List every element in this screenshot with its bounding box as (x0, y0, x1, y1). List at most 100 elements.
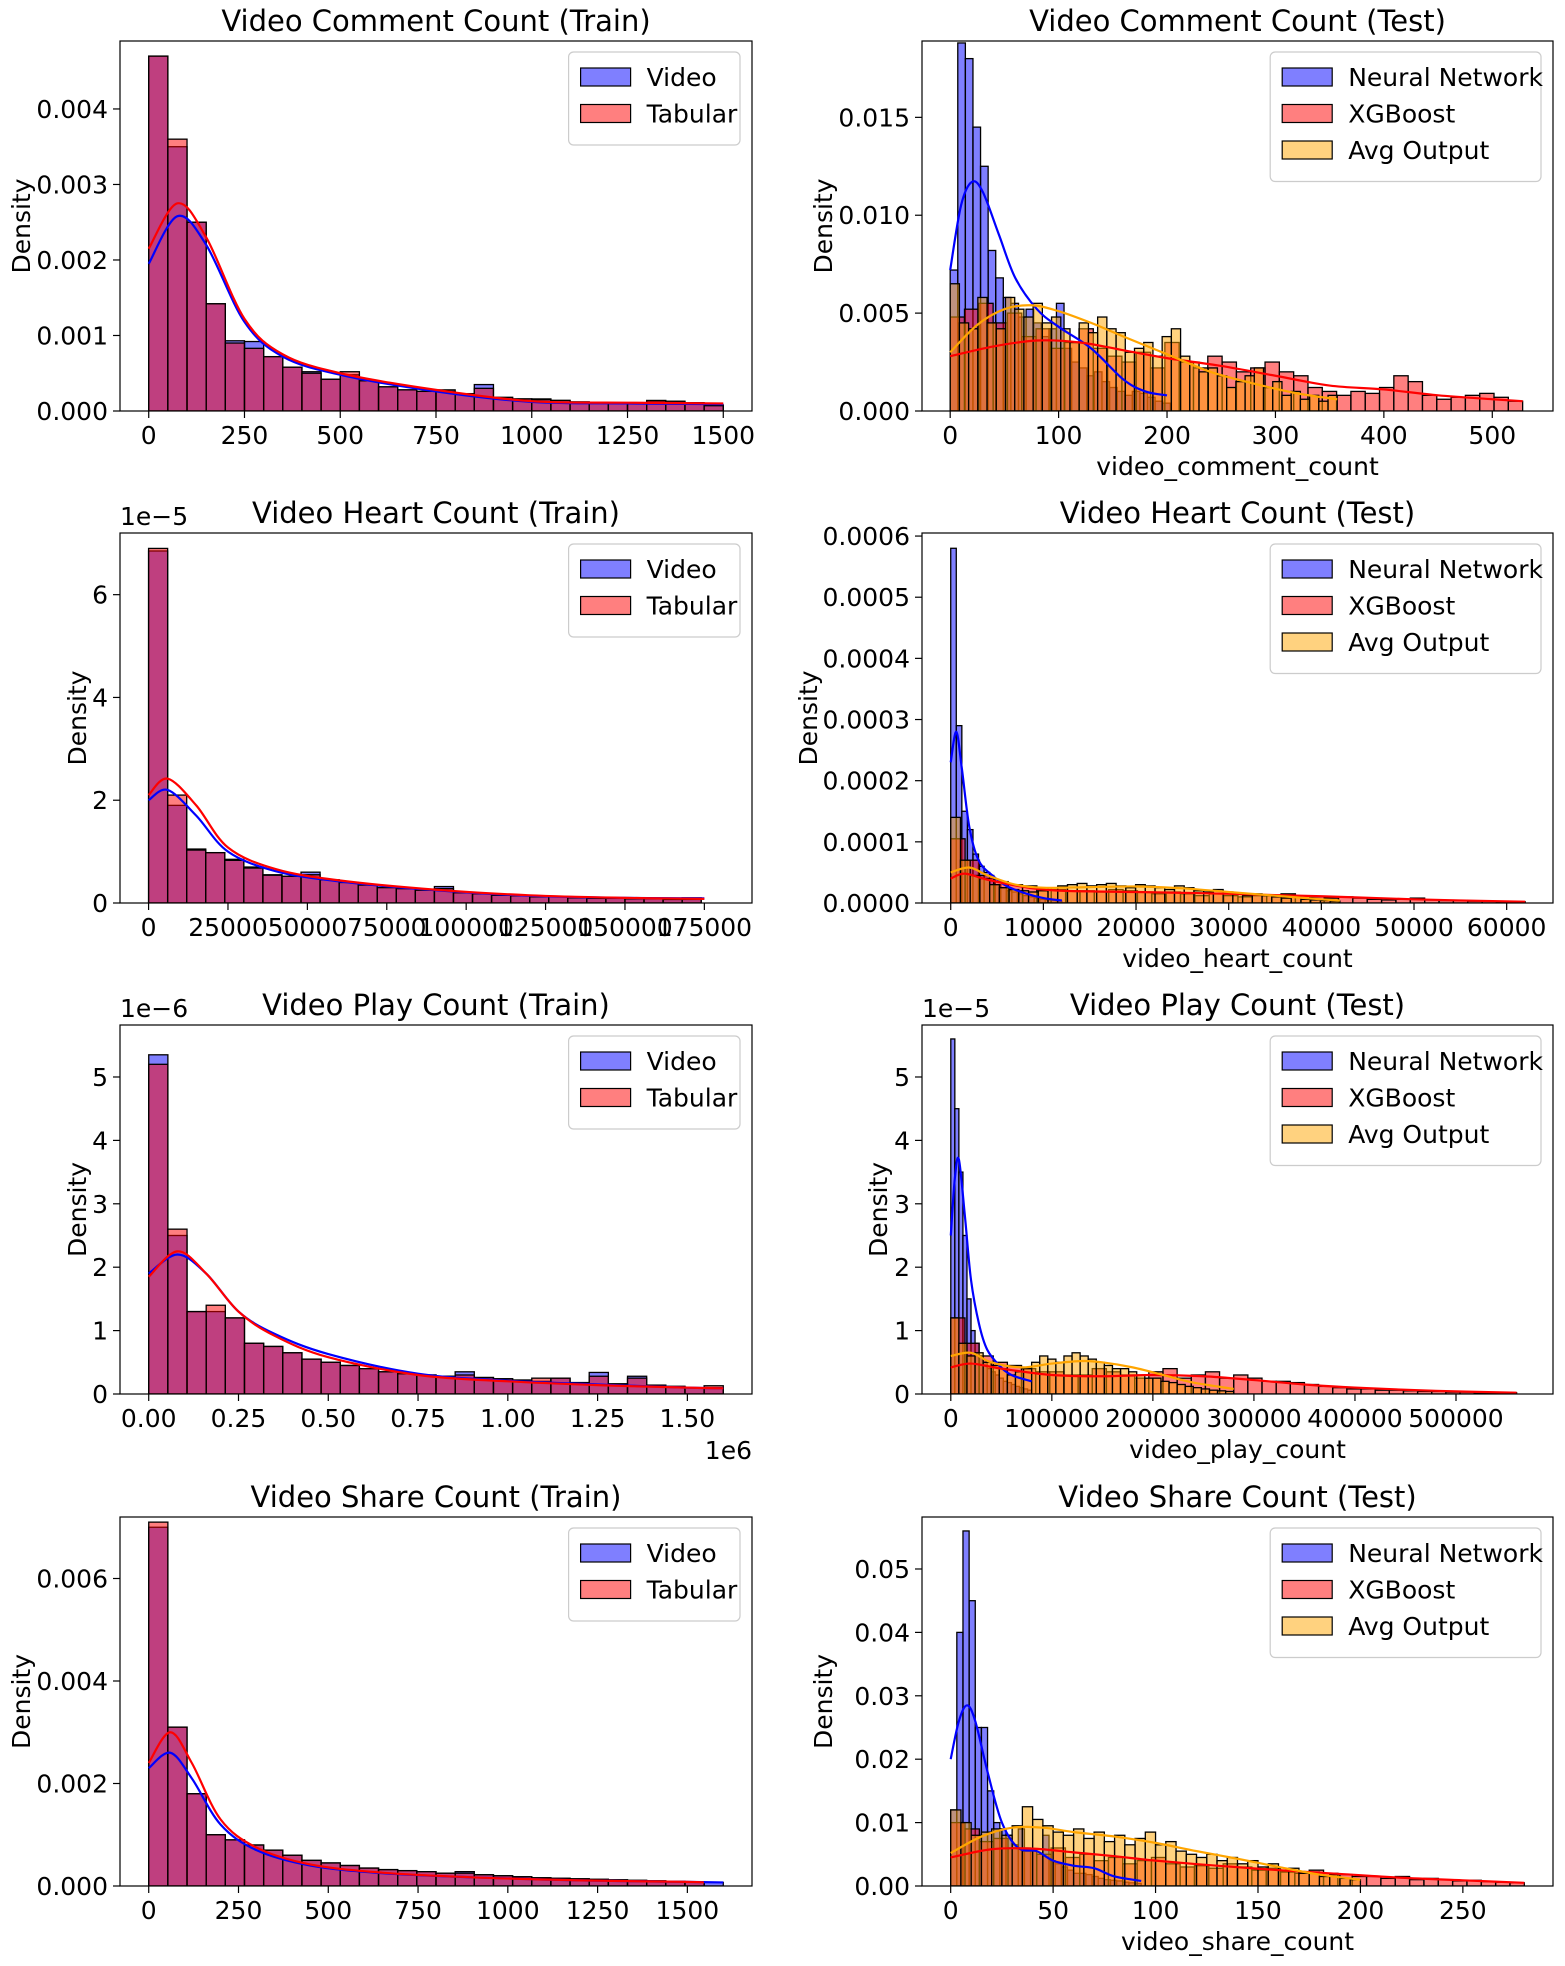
legend-frame (1269, 51, 1542, 183)
histogram-bar (1346, 1388, 1362, 1394)
chart-title: Video Comment Count (Test) (1029, 4, 1446, 38)
histogram-bar (1032, 302, 1043, 411)
legend-label: XGBoost (1348, 1084, 1455, 1113)
histogram-bar (1235, 380, 1246, 411)
legend: Neural Network XGBoost Avg Output (1269, 51, 1544, 183)
histogram-bar (243, 1342, 265, 1394)
histogram-bar (1189, 361, 1200, 411)
histogram-bar (643, 898, 664, 903)
series-0-bars (950, 547, 1063, 903)
histogram-bar (454, 1872, 475, 1886)
histogram-bar (262, 1345, 284, 1394)
y-tick-label: 0.006 (36, 1565, 108, 1594)
x-tick-label: 100 (1035, 421, 1083, 450)
chart-title: Video Comment Count (Train) (221, 4, 650, 38)
legend-label: Neural Network (1348, 1539, 1543, 1568)
histogram-bar (1001, 1834, 1013, 1886)
y-tick-label: 3 (92, 1190, 108, 1219)
y-tick-label: 0.0001 (823, 828, 910, 857)
y-tick-label: 0.001 (36, 321, 108, 350)
legend: Neural Network XGBoost Avg Output (1269, 543, 1544, 675)
legend: Video Tabular (567, 1035, 741, 1130)
legend: Video Tabular (567, 51, 741, 146)
y-tick-label: 0.05 (854, 1555, 910, 1584)
histogram-bar (147, 547, 169, 903)
histogram-bar (1004, 296, 1016, 411)
histogram-bar (1096, 316, 1108, 411)
histogram-bar (1041, 322, 1053, 411)
kde-line-1 (147, 1731, 704, 1884)
histogram-bar (1152, 1377, 1162, 1394)
axes-frame (119, 1024, 753, 1395)
histogram-bar (338, 881, 359, 903)
legend-swatch (1281, 103, 1333, 124)
histogram-bar (1261, 1380, 1277, 1394)
histogram-bar (1318, 1875, 1331, 1886)
histogram-bar (1014, 1371, 1025, 1394)
histogram-bar (1154, 1844, 1167, 1886)
histogram-bar (377, 1371, 399, 1394)
histogram-bar (339, 1364, 361, 1394)
legend-frame (1269, 543, 1542, 675)
legend-swatch (1281, 1543, 1333, 1563)
y-tick-label: 0 (92, 889, 108, 918)
kde-line-0 (949, 180, 1168, 397)
y-tick-label: 5 (92, 1063, 108, 1092)
y-tick-label: 2 (92, 1253, 108, 1282)
histogram-bar (397, 389, 418, 411)
histogram-bar (509, 895, 531, 903)
histogram-bar (970, 1834, 983, 1886)
x-tick-label: 75000 (347, 913, 427, 942)
y-tick-label: 0.015 (838, 103, 910, 132)
x-tick-label: 1250 (566, 1896, 630, 1925)
y-tick-label: 0.0004 (823, 644, 910, 673)
histogram-bar (1247, 1859, 1259, 1886)
x-tick-label: 500000 (1408, 1404, 1503, 1433)
legend-label: Tabular (646, 1084, 738, 1113)
histogram-bar (1195, 1856, 1208, 1886)
axes-frame (921, 1024, 1554, 1395)
histogram-bar (1170, 328, 1182, 411)
chart-panel-1: 0 100 200 300 400 500 0.000 0.005 0.010 0.015 Vide… (809, 4, 1554, 481)
histogram-bar (452, 892, 474, 903)
histogram-bar (1069, 341, 1080, 411)
y-axis-label: Density (63, 1162, 92, 1257)
y-tick-label: 1 (894, 1317, 910, 1346)
x-tick-label: 500 (316, 421, 364, 450)
histogram-bar (262, 874, 283, 903)
histogram-bar (1062, 1834, 1075, 1886)
histogram-bar (703, 405, 724, 411)
histogram-bar (1144, 1377, 1154, 1394)
kde-line-1 (950, 1847, 1525, 1884)
legend-swatch (1281, 140, 1333, 160)
y-tick-label: 0.02 (854, 1745, 910, 1774)
histogram-bar (1380, 1877, 1396, 1886)
kde-line-1 (147, 777, 705, 900)
legend-swatch (1281, 1124, 1333, 1144)
x-tick-label: 250 (221, 421, 269, 450)
histogram-bar (1052, 1831, 1065, 1886)
histogram-bar (224, 1839, 246, 1886)
chart-title: Video Share Count (Test) (1058, 1480, 1416, 1514)
x-tick-label: 1.50 (660, 1404, 716, 1433)
histogram-bar (1277, 1869, 1290, 1886)
kde-line-1 (950, 872, 1526, 903)
histogram-bar (1281, 394, 1292, 411)
y-tick-label: 4 (894, 1126, 910, 1155)
legend-swatch (1281, 595, 1333, 616)
legend-frame (1269, 1527, 1542, 1659)
chart-title: Video Play Count (Test) (1070, 988, 1405, 1022)
histogram-bar (1011, 1825, 1024, 1886)
histogram-bar (1093, 1831, 1105, 1886)
kde-line-0 (949, 1156, 1032, 1383)
legend-label: Tabular (646, 592, 738, 621)
histogram-bar (1451, 1880, 1468, 1886)
histogram-bar (988, 884, 1001, 903)
legend-label: Avg Output (1348, 628, 1489, 657)
legend-swatch (1281, 1087, 1333, 1108)
x-tick-label: 0.75 (390, 1404, 446, 1433)
x-tick-label: 500 (304, 1896, 352, 1925)
histogram-bar (320, 378, 341, 411)
histogram-bar (1308, 394, 1320, 411)
x-tick-label: 500 (1468, 421, 1516, 450)
